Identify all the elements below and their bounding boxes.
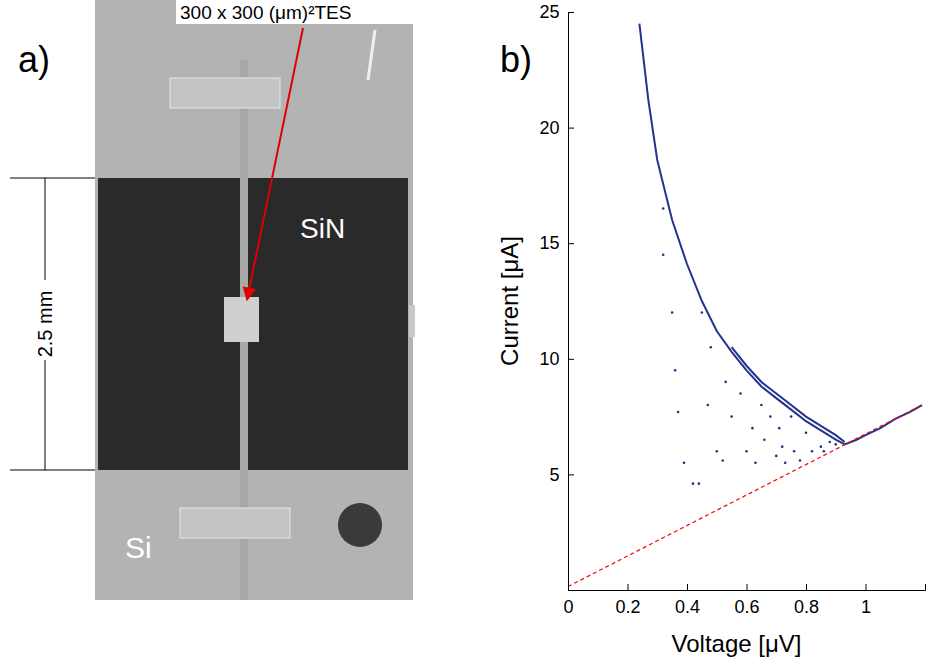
- data-point: [707, 404, 710, 407]
- tes-label: 300 x 300 (μm)²TES: [180, 2, 351, 23]
- tick-mark: [806, 584, 807, 590]
- tick-label: 1: [861, 597, 871, 617]
- side-pad: [409, 305, 415, 337]
- tick-mark: [866, 584, 867, 590]
- data-point: [829, 441, 832, 444]
- data-point: [724, 381, 727, 384]
- tick-label: 0.8: [794, 597, 819, 617]
- tick: 1: [861, 584, 871, 617]
- panel-a: 2.5 mm a) SiN Si 300 x 300 (μm)²TES: [10, 0, 438, 600]
- data-line: [639, 24, 922, 445]
- tick-mark: [568, 359, 574, 360]
- tick-label: 0.4: [675, 597, 700, 617]
- data-point: [677, 411, 680, 414]
- data-point: [820, 445, 823, 448]
- plot-area: [568, 24, 922, 587]
- scale-label-bg: [30, 280, 60, 360]
- tick: 20: [540, 118, 574, 138]
- axis-line: [569, 584, 926, 591]
- data-point: [754, 462, 757, 465]
- tick-mark: [568, 474, 574, 475]
- data-point: [760, 404, 763, 407]
- data-point: [784, 462, 787, 465]
- y-axis-title: Current [μA]: [496, 236, 523, 366]
- data-point: [698, 482, 701, 485]
- data-point: [823, 450, 826, 453]
- data-point: [671, 311, 674, 314]
- data-point: [745, 450, 748, 453]
- tick-label: 10: [540, 349, 560, 369]
- substrate: [95, 0, 413, 600]
- data-point: [674, 369, 677, 372]
- data-point: [692, 482, 695, 485]
- data-point: [662, 207, 665, 210]
- tick-mark: [568, 12, 574, 13]
- tick: 5: [550, 465, 574, 485]
- defect: [338, 503, 382, 547]
- data-point: [763, 438, 766, 441]
- data-point: [730, 415, 733, 418]
- membrane-label: SiN: [300, 213, 345, 244]
- tick: 15: [540, 233, 574, 253]
- scale-tick: [10, 178, 95, 179]
- figure: 2.5 mm a) SiN Si 300 x 300 (μm)²TES 0 0.2 0.4 0.…: [0, 0, 938, 670]
- data-point: [662, 253, 665, 256]
- data-point: [799, 459, 802, 462]
- scratch: [368, 30, 375, 80]
- membrane: [98, 178, 408, 470]
- data-point: [793, 450, 796, 453]
- tick: 10: [540, 349, 574, 369]
- tick-label: 5: [550, 465, 560, 485]
- data-point: [805, 431, 808, 434]
- tes-label-bg: [176, 0, 438, 24]
- tick-mark: [628, 584, 629, 590]
- data-point: [701, 311, 704, 314]
- tick: 0.8: [794, 584, 819, 617]
- data-point: [715, 450, 718, 453]
- data-point: [781, 445, 784, 448]
- y-axis: 5 10 15 20 25: [540, 2, 574, 590]
- panel-label: a): [18, 39, 50, 80]
- data-point: [710, 346, 713, 349]
- data-line: [732, 347, 845, 442]
- data-point: [751, 427, 754, 430]
- data-point: [775, 455, 778, 458]
- x-axis: 0 0.2 0.4 0.6 0.8 1: [563, 584, 925, 617]
- tick: 0.4: [675, 584, 700, 617]
- tick: 0.2: [615, 584, 640, 617]
- x-axis-title: Voltage [μV]: [672, 630, 802, 657]
- tick-mark: [568, 243, 574, 244]
- data-point: [834, 443, 837, 446]
- tick-label: 15: [540, 233, 560, 253]
- tick: 0.6: [734, 584, 759, 617]
- tick-mark: [747, 584, 748, 590]
- tes-square: [224, 297, 259, 342]
- bond-area: [180, 508, 290, 538]
- data-point: [790, 415, 793, 418]
- data-line: [568, 405, 922, 586]
- arrow: [247, 28, 303, 300]
- scale-label: 2.5 mm: [34, 291, 56, 358]
- panel-label: b): [500, 39, 532, 80]
- tick-mark: [568, 128, 574, 129]
- tick-label: 0.6: [734, 597, 759, 617]
- data-point: [769, 415, 772, 418]
- tick-label: 0: [563, 597, 573, 617]
- data-point: [683, 462, 686, 465]
- tick-label: 25: [540, 2, 560, 22]
- data-point: [811, 450, 814, 453]
- bond-area: [170, 78, 280, 108]
- tick-mark: [687, 584, 688, 590]
- tick-label: 20: [540, 118, 560, 138]
- data-point: [721, 459, 724, 462]
- scale-tick: [10, 470, 95, 471]
- data-point: [778, 427, 781, 430]
- tick: 25: [540, 2, 574, 22]
- panel-b: 00.20.40.60.81510152025b)Current [μA]Vol…: [496, 2, 926, 657]
- substrate-label: Si: [125, 531, 152, 564]
- axis-line: [569, 13, 575, 591]
- data-point: [739, 392, 742, 395]
- tick-label: 0.2: [615, 597, 640, 617]
